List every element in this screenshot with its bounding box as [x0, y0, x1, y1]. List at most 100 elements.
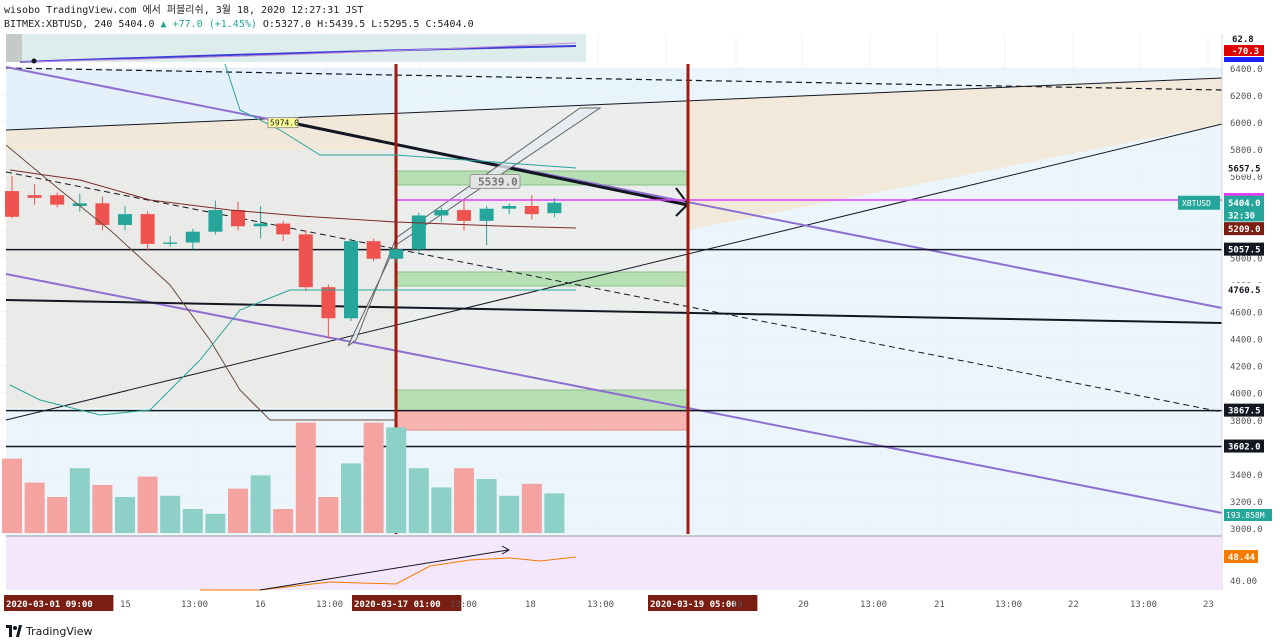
green-box-mid: [395, 271, 689, 287]
symbol-ohlc-line: BITMEX:XBTUSD, 240 5404.0 ▲ +77.0 (+1.45…: [4, 18, 474, 32]
price-label-badge: [1224, 208, 1264, 222]
rsi-background: [6, 536, 1222, 590]
footer: TradingView: [6, 622, 92, 640]
time-label: 15: [120, 600, 131, 610]
volume-bar: [137, 476, 158, 533]
candle-body: [502, 206, 517, 209]
time-label-badge: [4, 595, 114, 611]
top-indicator-blue-tag: [1224, 57, 1264, 62]
zone-fill-beige-left: [6, 150, 396, 408]
candle-body: [389, 249, 404, 259]
volume-bar: [182, 509, 203, 533]
rsi-pane: 48.44 40.00: [6, 535, 1258, 591]
tradingview-logo-icon: [6, 625, 22, 637]
time-label-badge: [648, 595, 758, 611]
price-tick-label: 4600.0: [1230, 309, 1263, 319]
black-support-line: [5, 299, 1223, 324]
price-tick-label: 6200.0: [1230, 92, 1263, 102]
time-label: 13:00: [1130, 600, 1157, 610]
rsi-arrow-icon: [501, 545, 511, 555]
candle-body: [208, 210, 223, 232]
volume-bar: [521, 483, 542, 533]
candle-body: [118, 214, 132, 225]
price-label: 5657.5: [1228, 164, 1261, 174]
volume-bar: [341, 463, 361, 533]
green-box-bottom: [395, 389, 689, 412]
publish-info: wisobo TradingView.com 에서 퍼블리쉬, 3월 18, 2…: [4, 5, 364, 16]
candle-body: [547, 202, 562, 214]
time-label: 21: [934, 600, 945, 610]
price-tick-label: 3800.0: [1230, 417, 1263, 427]
red-box-bottom: [395, 410, 689, 431]
price-tick-label: 5000.0: [1230, 254, 1263, 264]
time-label: 13:00: [995, 600, 1022, 610]
time-label: 13:00: [316, 600, 343, 610]
price-label-badge: [1224, 195, 1264, 209]
time-label: 13:00: [860, 600, 887, 610]
overlays-layer: 5974.0 5539.0: [5, 63, 577, 421]
candle-body: [366, 241, 381, 259]
symbol-label: BITMEX:XBTUSD, 240 5404.0: [4, 19, 155, 30]
price-label: 32:30: [1228, 211, 1255, 221]
time-label: 2020-03-17 01:00: [354, 600, 441, 610]
volume-bar: [499, 495, 520, 533]
price-axis: 6400.06200.06000.05800.05600.05400.05200…: [1178, 34, 1280, 590]
candle-body: [276, 223, 291, 235]
slow-ma-line: [5, 144, 396, 421]
bb-lower-line: [9, 289, 576, 416]
annotation-label: 5539.0: [478, 175, 518, 188]
price-tick-label: 3000.0: [1230, 525, 1263, 535]
top-indicator-line-blue: [19, 45, 577, 63]
price-label-badge: [1224, 242, 1264, 256]
rsi-tick: 40.00: [1230, 577, 1257, 587]
chart-header: wisobo TradingView.com 에서 퍼블리쉬, 3월 18, 2…: [4, 4, 474, 32]
rsi-value-badge: [1224, 550, 1258, 563]
candle-body: [185, 231, 200, 243]
drawings-layer: [5, 34, 1223, 542]
volume-bar: [115, 497, 135, 533]
volume-bar: [273, 509, 294, 533]
purple-channel-bottom: [5, 273, 1223, 514]
top-indicator-mask: [6, 34, 22, 62]
time-axis: 2020-03-01 09:00 15 13:00 16 13:00 2020-03-17…: [0, 593, 1280, 615]
price-label-badge: [1224, 282, 1264, 296]
candle-body: [411, 215, 426, 250]
price-label-badge: [1224, 161, 1264, 175]
volume-bar: [476, 479, 497, 533]
candle-body: [50, 195, 65, 205]
top-indicator-badge: [1224, 45, 1264, 56]
symbol-tag-label: XBTUSD: [1182, 199, 1211, 208]
rsi-line: [200, 556, 577, 591]
candle-body: [5, 191, 19, 217]
volume-bar: [318, 497, 339, 533]
price-label: 3867.5: [1228, 407, 1261, 417]
price-label-badge: [1224, 222, 1264, 236]
ohlc-label: O:5327.0 H:5439.5 L:5295.5 C:5404.0: [262, 19, 474, 30]
time-axis-bg: [0, 593, 1280, 615]
lower-wedge-line: [5, 123, 1223, 421]
candle-body: [479, 208, 494, 221]
time-label: 13:00: [450, 600, 477, 610]
volume-bar: [250, 475, 271, 533]
time-label: 13:00: [587, 600, 614, 610]
price-tick-label: 3400.0: [1230, 471, 1263, 481]
candle-body: [95, 203, 110, 225]
time-label: 23: [1203, 600, 1214, 610]
time-label: 20: [798, 600, 809, 610]
price-tick-label: 5600.0: [1230, 173, 1263, 183]
candle-body: [27, 195, 42, 198]
volume-bar: [205, 513, 226, 533]
price-label: 5404.0: [1228, 199, 1261, 209]
mid-ma-line: [9, 169, 577, 229]
volume-bar: [24, 482, 45, 533]
time-label: 16: [255, 600, 266, 610]
footer-brand: TradingView: [26, 624, 93, 638]
volume-bar: [2, 458, 22, 533]
time-label: 2020-03-19 05:00: [650, 600, 737, 610]
time-label: 19: [732, 600, 743, 610]
candle-body: [457, 210, 471, 221]
candle-body: [140, 214, 155, 244]
volume-bar: [228, 488, 248, 533]
candle-body: [321, 287, 336, 319]
